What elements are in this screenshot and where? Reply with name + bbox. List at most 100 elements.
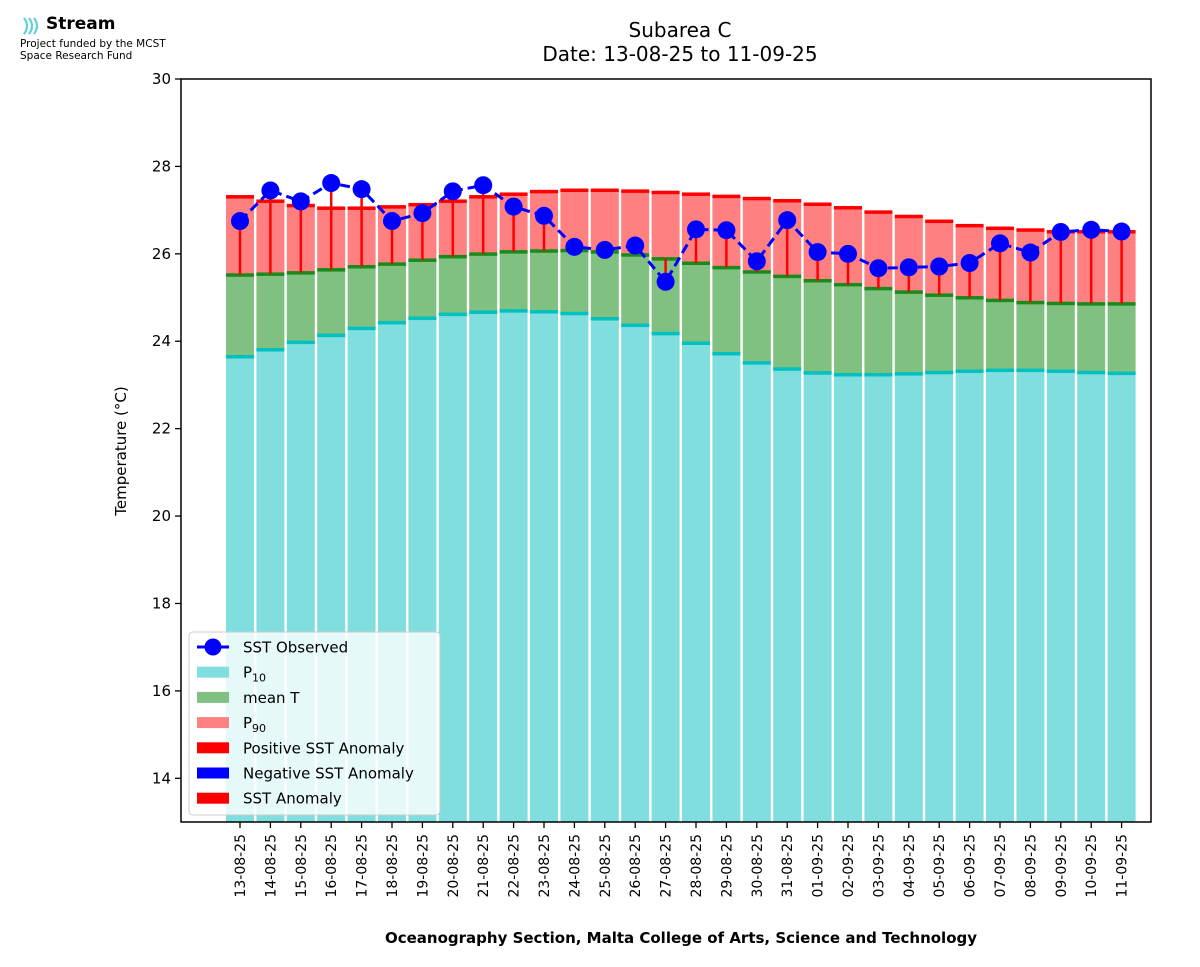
sst-observed-point (839, 244, 857, 263)
p10-bar-top (864, 372, 893, 377)
mean-t-bar-top (742, 270, 771, 274)
p10-bar-top (1016, 368, 1045, 373)
mean-t-bar (1107, 303, 1136, 374)
mean-t-bar (499, 251, 528, 311)
x-axis-label: Oceanography Section, Malta College of A… (385, 929, 977, 947)
chart-title: Subarea C (629, 18, 732, 42)
mean-t-bar (1077, 303, 1106, 373)
mean-t-bar-top (286, 271, 315, 275)
x-tick-label: 05-09-25 (932, 834, 948, 898)
sst-observed-point (717, 221, 736, 240)
mean-t-bar (590, 251, 619, 319)
legend-label: Negative SST Anomaly (243, 765, 414, 783)
x-tick-label: 21-08-25 (476, 834, 492, 898)
sst-observed-point (474, 176, 493, 195)
p10-bar-top (347, 326, 376, 331)
mean-t-bar (530, 250, 558, 312)
p10-bar (682, 342, 710, 822)
x-tick-label: 14-08-25 (263, 834, 279, 898)
p10-bar-top (256, 348, 285, 352)
x-tick-label: 11-09-25 (1115, 834, 1131, 898)
mean-t-bar-top (803, 278, 832, 283)
p10-bar (894, 373, 923, 822)
mean-t-bar-top (621, 253, 650, 257)
legend-label: Positive SST Anomaly (243, 739, 404, 757)
p90-bar-top (530, 189, 558, 194)
p90-bar-top (1016, 228, 1045, 232)
p10-bar-top (894, 372, 923, 376)
x-tick-label: 18-08-25 (385, 834, 401, 898)
legend-label: SST Observed (243, 639, 348, 657)
sst-observed-point (231, 212, 249, 231)
x-tick-label: 15-08-25 (294, 834, 310, 898)
sst-observed-point (322, 174, 341, 193)
sst-observed-point (383, 212, 401, 231)
x-tick-label: 29-08-25 (719, 834, 735, 898)
mean-t-bar (347, 266, 376, 329)
p10-bar-top (742, 361, 771, 365)
x-tick-label: 03-09-25 (871, 834, 887, 898)
x-tick-label: 25-08-25 (598, 834, 614, 898)
mean-t-bar-top (682, 261, 710, 266)
p90-bar-top (651, 190, 680, 195)
p10-bar-top (986, 368, 1014, 373)
x-tick-label: 19-08-25 (415, 834, 431, 898)
x-tick-label: 17-08-25 (355, 834, 371, 898)
mean-t-bar-top (408, 258, 437, 262)
mean-t-bar (408, 259, 437, 319)
sst-observed-point (261, 181, 280, 200)
sst-observed-point (747, 252, 766, 271)
stream-logo: Stream Project funded by the MCST Space … (20, 12, 210, 64)
legend-label-subscript: 10 (252, 672, 266, 685)
p10-bar-top (925, 370, 954, 375)
p10-bar (621, 325, 650, 822)
p10-bar (590, 318, 619, 822)
sst-observed-point (930, 257, 949, 276)
legend-label: mean T (243, 689, 300, 707)
legend-patch-swatch (197, 767, 229, 779)
p10-bar-top (1046, 369, 1075, 373)
x-tick-label: 20-08-25 (446, 834, 462, 898)
mean-t-bar-top (256, 272, 285, 276)
p10-bar (955, 370, 984, 822)
p10-bar-top (438, 312, 467, 317)
mean-t-bar (712, 267, 741, 354)
x-tick-label: 31-08-25 (780, 834, 796, 898)
p10-bar (925, 372, 954, 822)
p10-bar (803, 372, 832, 822)
mean-t-bar-top (955, 296, 984, 300)
p10-bar (499, 310, 528, 822)
sst-observed-point (443, 182, 462, 201)
y-tick-label: 18 (152, 594, 171, 612)
y-tick-label: 16 (152, 682, 171, 700)
p10-bar (530, 311, 558, 822)
p10-bar (438, 314, 467, 822)
p90-bar-top (864, 210, 893, 214)
y-tick-label: 24 (152, 332, 171, 350)
x-tick-label: 08-09-25 (1023, 834, 1039, 898)
p90-bar-top (955, 223, 984, 228)
sst-observed-point (899, 258, 918, 277)
p90-bar-top (682, 192, 710, 196)
legend-patch-swatch (197, 792, 229, 804)
p90-bar-top (894, 214, 923, 219)
mean-t-bar (469, 253, 498, 312)
mean-t-bar (286, 272, 315, 343)
p10-bar (469, 311, 498, 822)
sst-observed-point (595, 240, 614, 259)
x-axis: 13-08-25 14-08-25 15-08-25 16-08-25 17-08-25… (233, 822, 1131, 898)
sst-observed-point (1112, 222, 1131, 241)
p90-bar-top (803, 202, 832, 206)
legend-marker-swatch (204, 638, 222, 656)
p10-bar-top (469, 310, 498, 314)
y-tick-label: 28 (152, 157, 171, 175)
mean-t-bar-top (925, 293, 954, 297)
legend-label-subscript: 90 (252, 722, 266, 735)
p10-bar (712, 353, 741, 822)
p90-bar-top (499, 192, 528, 196)
mean-t-bar-top (317, 268, 346, 272)
observed-sst-layer (231, 174, 1131, 291)
x-tick-label: 07-09-25 (993, 834, 1009, 898)
sst-observed-point (352, 180, 371, 199)
